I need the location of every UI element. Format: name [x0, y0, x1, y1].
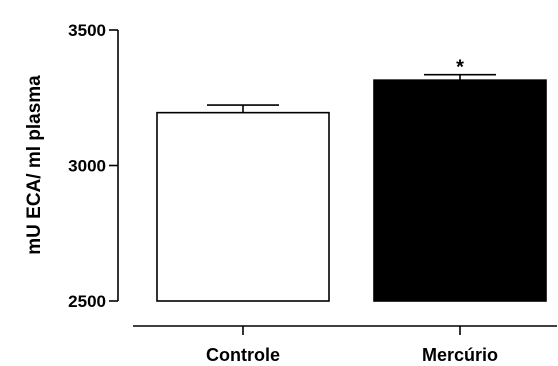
x-axis: Controle Mercúrio: [133, 325, 557, 365]
y-tick-label: 3500: [68, 21, 106, 40]
y-axis: 2500 3000 3500: [68, 21, 119, 311]
bar-merc-rio: [373, 79, 547, 302]
significance-asterisk: *: [456, 57, 464, 79]
y-axis-title: mU ECA/ ml plasma: [24, 75, 45, 255]
bars: *: [156, 57, 547, 302]
x-tick-label: Controle: [206, 345, 280, 365]
y-tick-label: 2500: [68, 292, 106, 311]
x-tick-label: Mercúrio: [422, 345, 498, 365]
y-tick-label: 3000: [68, 157, 106, 176]
bar-controle: [156, 111, 330, 302]
